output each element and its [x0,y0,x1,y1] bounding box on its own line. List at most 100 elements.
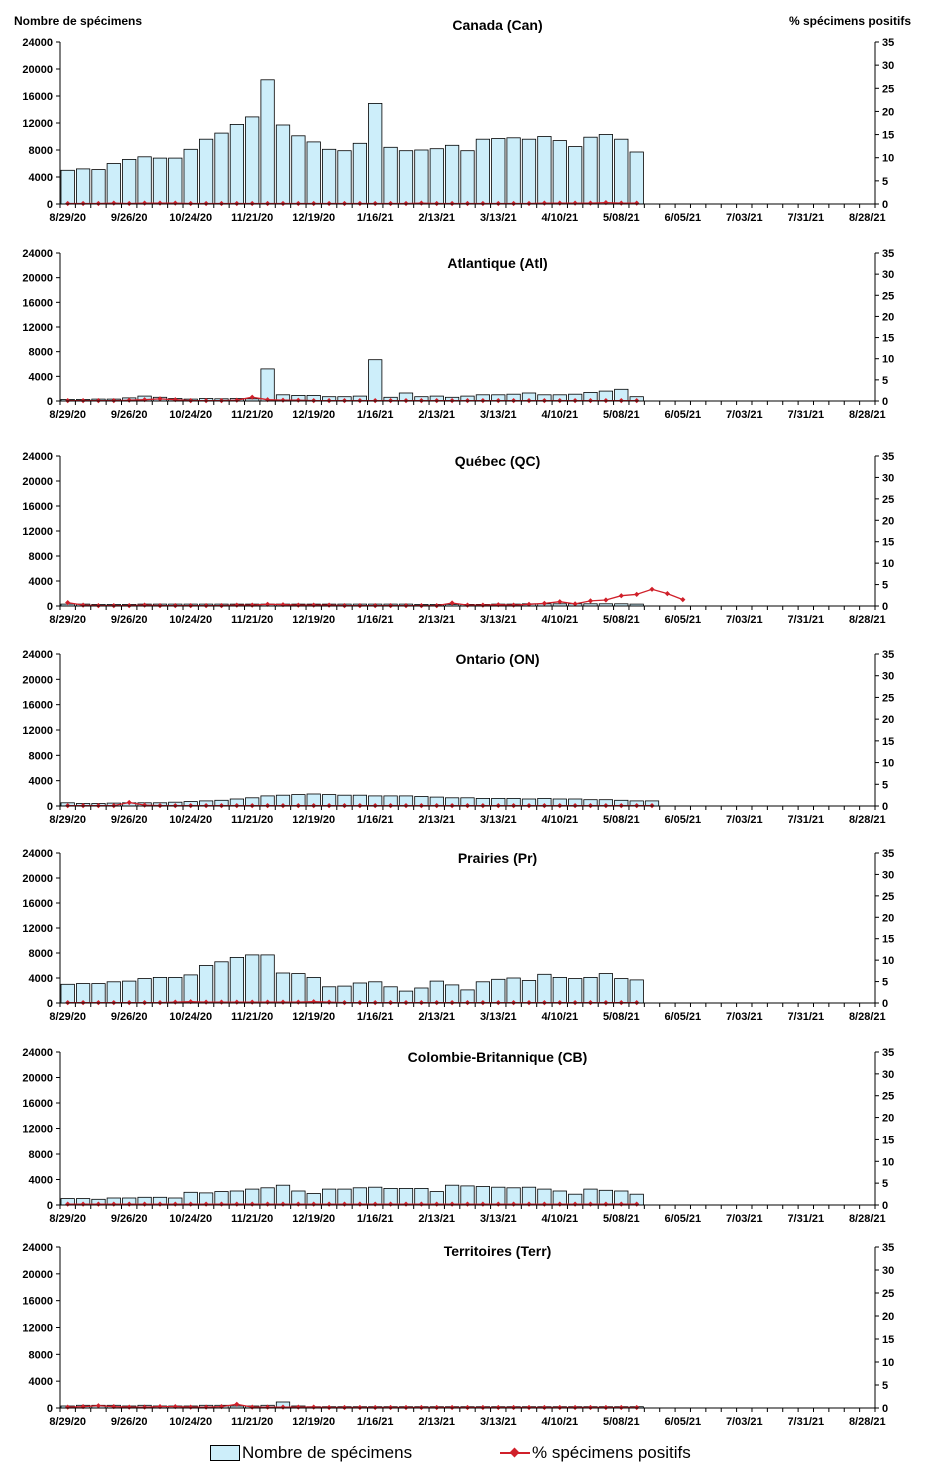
right-tick-label: 10 [882,955,894,967]
right-tick-label: 20 [882,1311,894,1323]
percent-point [65,600,71,606]
right-tick-label: 15 [882,130,894,142]
percent-point [449,600,455,606]
chart-panel-7: Territoires (Terr)0400080001200016000200… [22,1242,894,1428]
percent-point [680,597,686,603]
left-tick-label: 20000 [22,1269,53,1281]
x-tick-label: 5/08/21 [603,814,640,826]
data-bar [429,148,444,205]
left-tick-label: 0 [47,998,53,1010]
data-bar [444,144,460,205]
right-tick-label: 0 [882,199,888,211]
right-tick-label: 10 [882,153,894,165]
percent-point [172,397,178,403]
right-tick-label: 10 [882,1156,894,1168]
right-tick-label: 0 [882,998,888,1010]
percent-point [326,999,332,1005]
left-tick-label: 12000 [22,1323,53,1335]
chart-title: Canada (Can) [452,17,542,33]
x-tick-label: 9/26/20 [111,814,148,826]
left-tick-label: 20000 [22,674,53,686]
data-bar [168,977,183,1004]
data-bar [475,138,491,205]
percent-point [280,602,286,608]
percent-point [218,999,225,1005]
right-tick-label: 10 [882,558,894,570]
percent-point [464,602,471,608]
x-tick-label: 8/28/21 [849,614,886,626]
x-tick-label: 11/21/20 [231,1011,273,1023]
x-tick-label: 2/13/21 [418,212,455,224]
data-bar [306,141,321,205]
data-bar [106,163,121,205]
x-tick-label: 10/24/20 [169,1213,212,1225]
data-bar [583,977,598,1004]
x-tick-label: 10/24/20 [169,1011,212,1023]
data-bar [291,135,306,205]
percent-point [526,601,532,607]
right-tick-label: 0 [882,1403,888,1415]
percent-point [265,397,271,403]
x-tick-label: 7/31/21 [787,1011,824,1023]
percent-point [234,999,240,1005]
x-tick-label: 5/08/21 [603,409,640,421]
percent-point [126,1404,132,1410]
legend-item-line: % spécimens positifs [500,1441,691,1465]
x-tick-label: 1/16/21 [357,212,394,224]
percent-point [541,600,547,606]
x-tick-label: 8/28/21 [849,1011,886,1023]
right-tick-label: 30 [882,671,894,683]
right-tick-label: 30 [882,1069,894,1081]
right-tick-label: 5 [882,1178,888,1190]
x-tick-label: 4/10/21 [541,1011,578,1023]
x-tick-label: 6/05/21 [664,409,701,421]
left-tick-label: 0 [47,199,53,211]
left-tick-label: 12000 [22,725,53,737]
left-tick-label: 20000 [22,476,53,488]
percent-point [295,1404,301,1410]
x-tick-label: 3/13/21 [480,1011,517,1023]
x-tick-label: 8/28/21 [849,212,886,224]
x-tick-label: 7/03/21 [726,614,763,626]
x-tick-label: 2/13/21 [418,1213,455,1225]
right-tick-label: 35 [882,451,894,463]
x-tick-label: 7/31/21 [787,1416,824,1428]
right-tick-label: 15 [882,1134,894,1146]
percent-point [418,200,424,206]
data-bar [183,974,198,1004]
data-bar [568,978,583,1004]
x-tick-label: 11/21/20 [231,814,273,826]
x-tick-label: 9/26/20 [111,614,148,626]
x-tick-label: 10/24/20 [169,1416,212,1428]
data-bar [368,359,383,402]
left-tick-label: 4000 [29,172,53,184]
x-tick-label: 5/08/21 [603,1416,640,1428]
legend-bars-label: Nombre de spécimens [242,1443,413,1462]
data-bar [198,138,214,205]
left-tick-label: 16000 [22,501,53,513]
data-bar [198,965,214,1004]
left-tick-label: 24000 [22,248,53,260]
percent-point [188,1404,194,1410]
x-tick-label: 3/13/21 [480,212,517,224]
x-tick-label: 9/26/20 [111,1416,148,1428]
percent-point [249,602,255,608]
data-bar [337,150,352,205]
right-tick-label: 0 [882,1200,888,1212]
x-tick-label: 9/26/20 [111,212,148,224]
right-tick-label: 20 [882,515,894,527]
right-tick-label: 5 [882,176,888,188]
x-tick-label: 8/29/20 [49,409,86,421]
right-tick-label: 0 [882,601,888,613]
left-tick-label: 12000 [22,118,53,130]
right-tick-label: 10 [882,1357,894,1369]
left-tick-label: 24000 [22,451,53,463]
left-tick-label: 8000 [29,347,53,359]
percent-point [249,999,255,1005]
left-tick-label: 0 [47,396,53,408]
x-tick-label: 2/13/21 [418,814,455,826]
data-bar [91,169,106,205]
data-bar [152,157,168,205]
right-tick-label: 5 [882,375,888,387]
left-tick-label: 16000 [22,91,53,103]
